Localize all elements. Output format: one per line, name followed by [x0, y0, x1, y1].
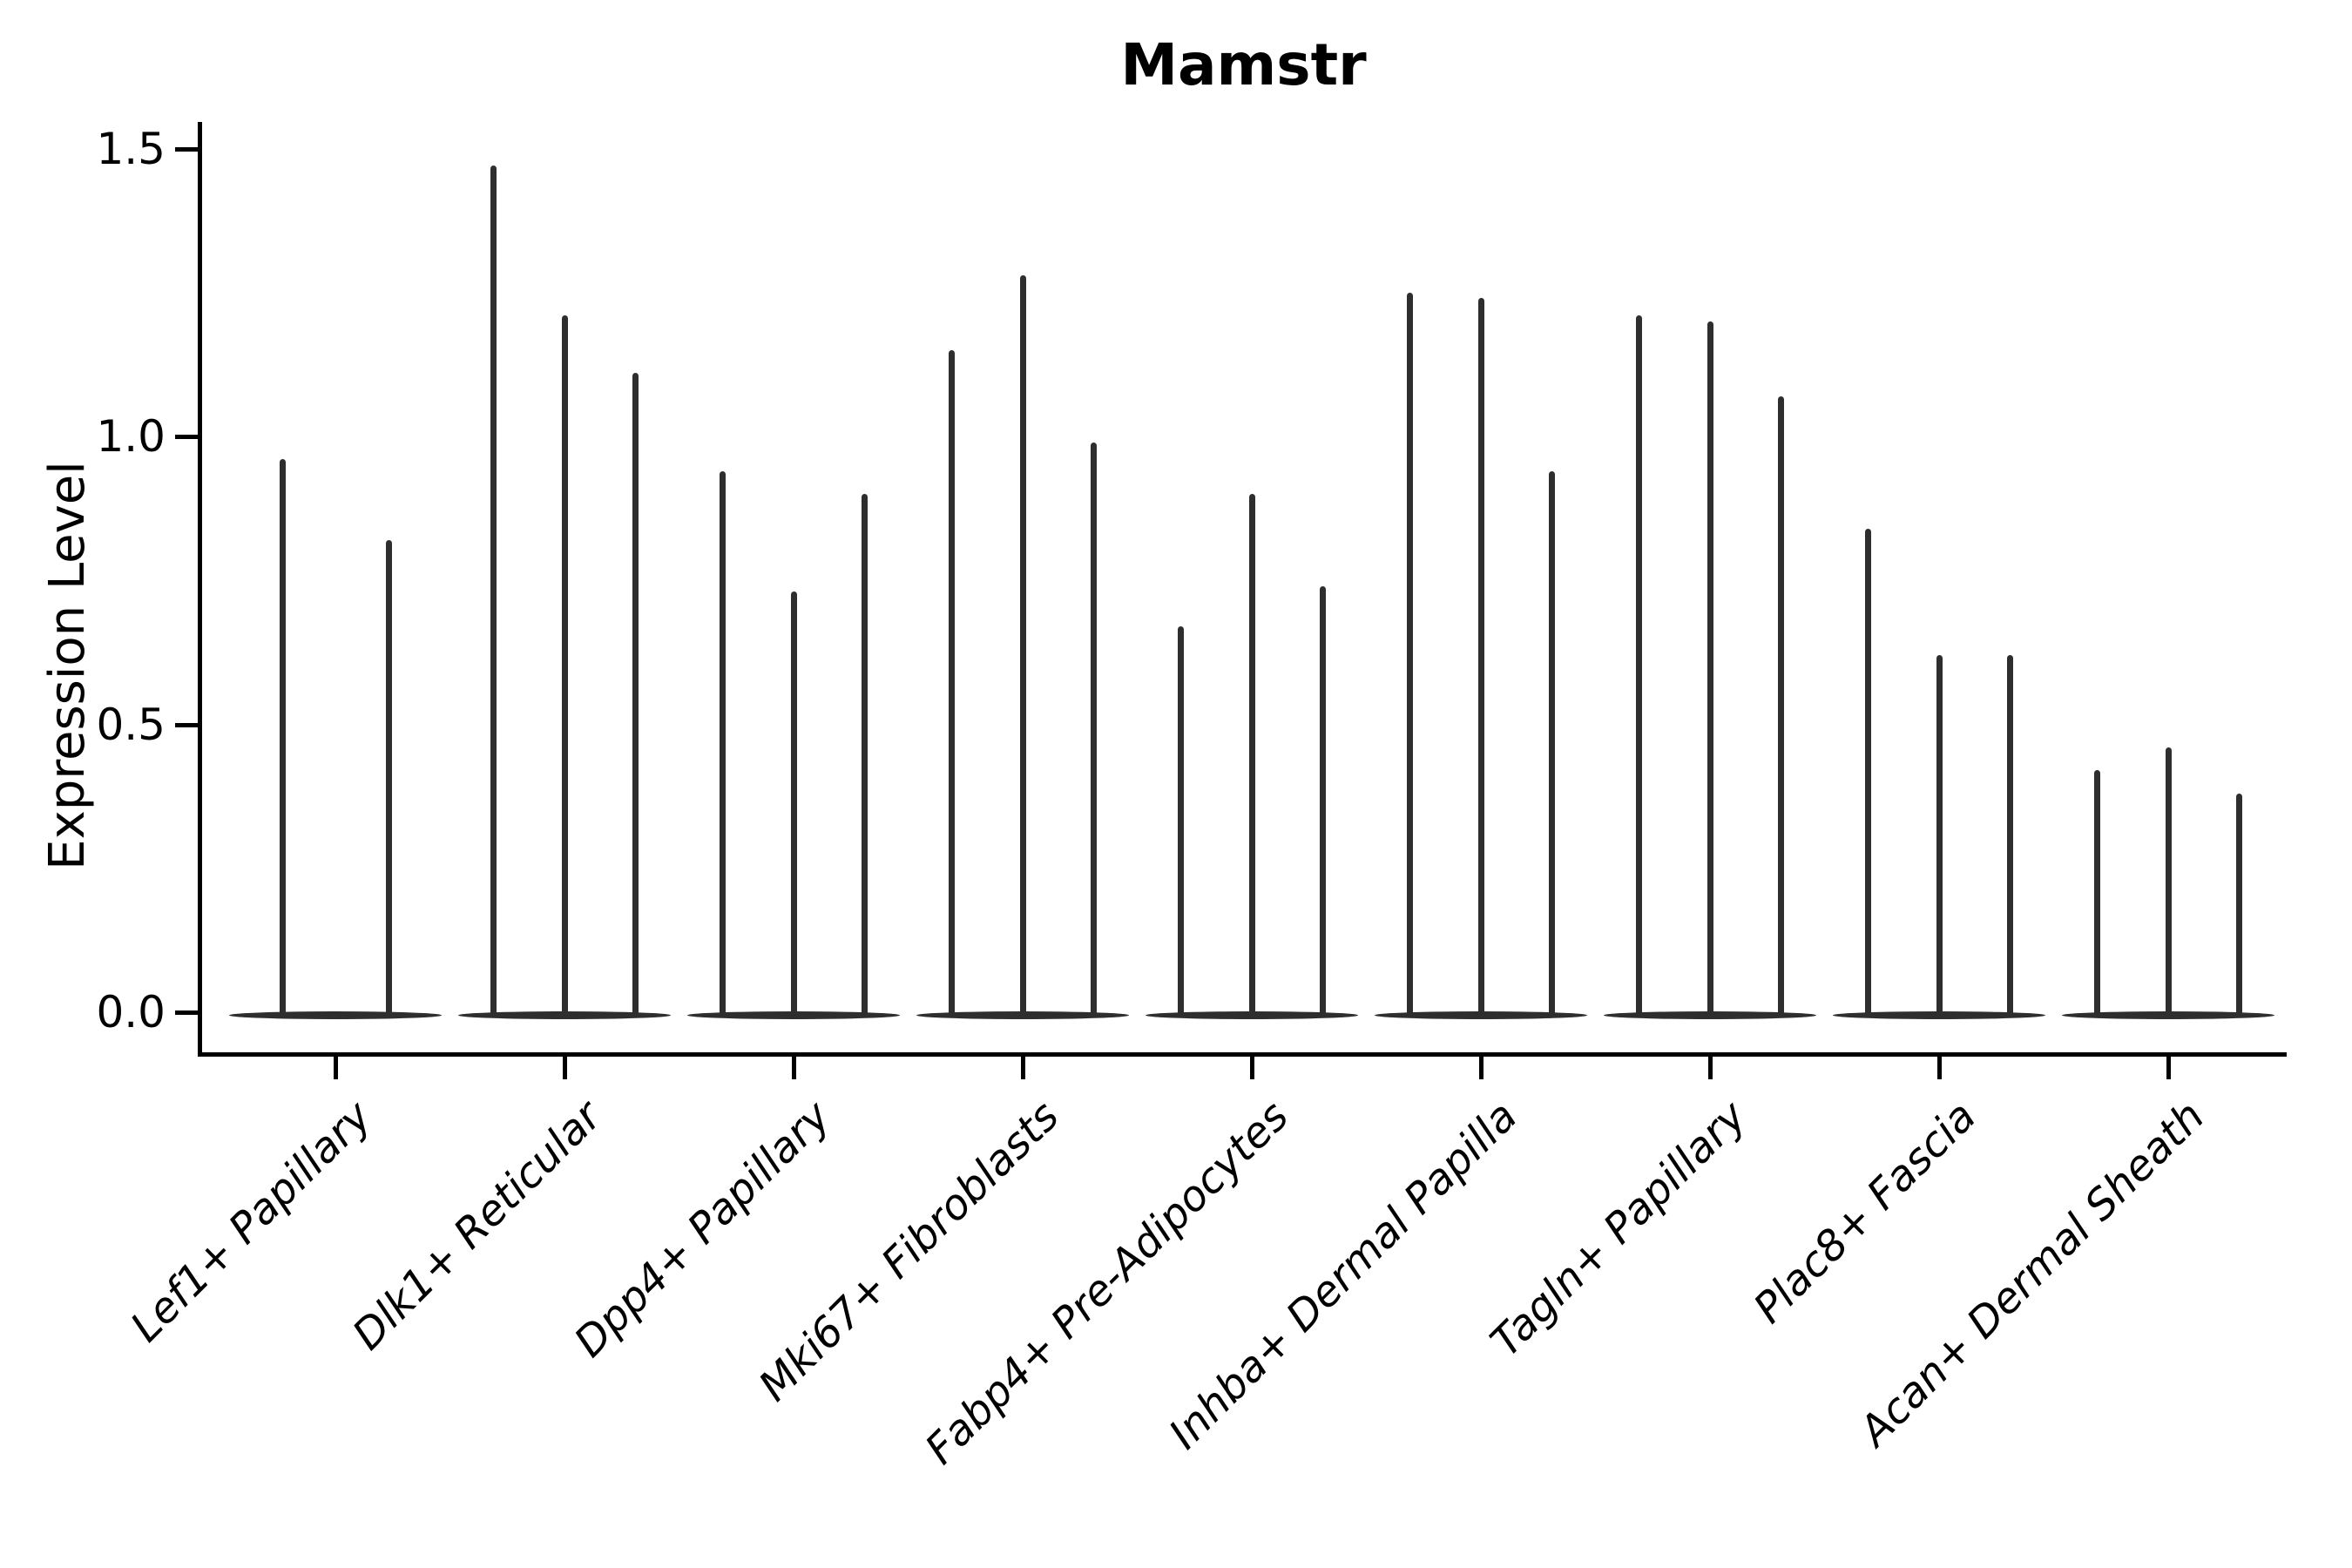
chart-title: Mamstr	[1120, 31, 1367, 98]
y-tick-mark	[175, 722, 198, 727]
x-tick-label: Dpp4+ Papillary	[564, 1092, 840, 1367]
x-axis-spine	[198, 1052, 2287, 1057]
y-tick-mark	[175, 146, 198, 152]
x-tick-mark	[1937, 1057, 1942, 1079]
violin-spike	[279, 459, 286, 1017]
violin-spike	[1407, 292, 1414, 1017]
violin-spike	[490, 166, 497, 1017]
violin-spike	[1019, 274, 1026, 1017]
x-tick-mark	[563, 1057, 567, 1079]
x-tick-mark	[1021, 1057, 1025, 1079]
y-tick-label: 1.5	[96, 123, 166, 174]
violin-spike	[720, 470, 727, 1017]
violin-spike	[1319, 585, 1326, 1017]
violin-spike	[2094, 770, 2101, 1017]
violin-spike	[2006, 655, 2013, 1017]
x-tick-mark	[1250, 1057, 1254, 1079]
violin-spike	[1090, 442, 1097, 1017]
violin-spike	[1865, 528, 1872, 1017]
y-tick-label: 0.0	[96, 987, 166, 1037]
violin-spike	[1777, 395, 1784, 1017]
violin-spike	[1636, 315, 1643, 1017]
y-tick-label: 0.5	[96, 699, 166, 750]
violin-baseline	[229, 1011, 442, 1019]
violin-spike	[1707, 321, 1713, 1017]
x-tick-label: Lef1+ Papillary	[121, 1092, 382, 1352]
x-tick-mark	[1479, 1057, 1484, 1079]
violin-spike	[1548, 470, 1555, 1017]
x-tick-label: Dlk1+ Reticular	[342, 1092, 611, 1360]
y-axis-spine	[198, 122, 202, 1057]
x-tick-mark	[1708, 1057, 1713, 1079]
x-tick-mark	[334, 1057, 338, 1079]
x-tick-mark	[792, 1057, 796, 1079]
violin-spike	[949, 349, 956, 1017]
violin-spike	[1936, 655, 1943, 1017]
violin-spike	[385, 539, 392, 1017]
violin-spike	[2165, 747, 2172, 1017]
y-axis-label: Expression Level	[39, 461, 96, 870]
x-tick-label: Fabp4+ Pre-Adipocytes	[916, 1092, 1298, 1474]
y-tick-label: 1.0	[96, 411, 166, 462]
violin-spike	[790, 591, 797, 1017]
violin-spike	[632, 373, 639, 1017]
violin-spike	[861, 494, 868, 1017]
x-tick-mark	[2166, 1057, 2171, 1079]
x-tick-label: Tagln+ Papillary	[1481, 1092, 1756, 1367]
violin-spike	[1477, 298, 1484, 1017]
y-tick-mark	[175, 435, 198, 439]
violin-spike	[561, 315, 568, 1017]
y-tick-mark	[175, 1010, 198, 1015]
violin-spike	[2235, 793, 2242, 1017]
violin-spike	[1178, 626, 1185, 1017]
violin-spike	[1248, 494, 1255, 1017]
x-tick-label: Plac8+ Fascia	[1744, 1092, 1985, 1333]
